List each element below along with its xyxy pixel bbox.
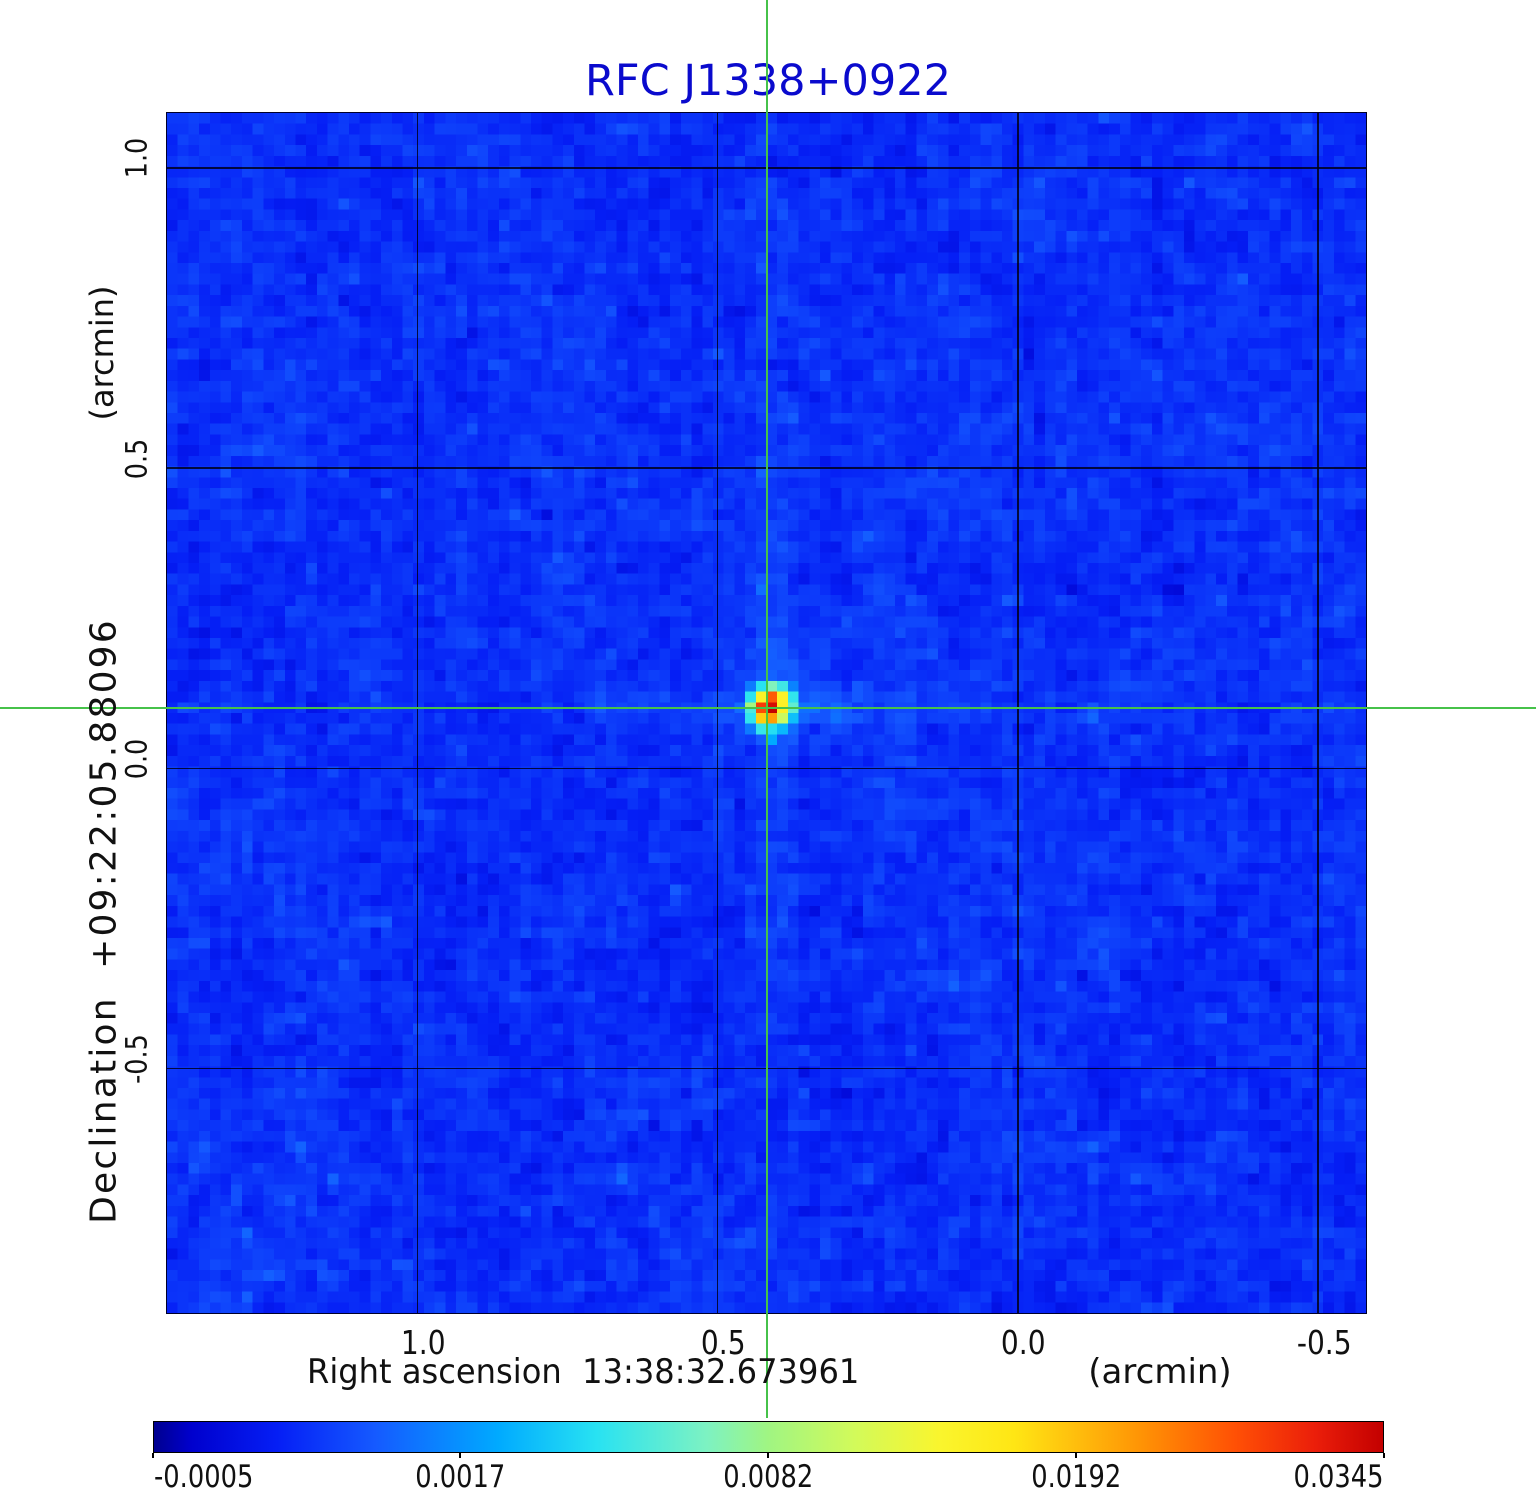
colorbar-tick-label: 0.0017 [415, 1459, 506, 1495]
y-axis-unit-label: (arcmin) [83, 285, 121, 421]
y-tick-label: -0.5 [119, 1034, 153, 1084]
colorbar-tick-label: 0.0082 [723, 1459, 814, 1495]
colorbar [152, 1420, 1384, 1453]
colorbar-tick [1075, 1453, 1077, 1458]
colorbar-tick [1382, 1453, 1385, 1458]
colorbar-tick [459, 1453, 462, 1458]
y-tick-label: 1.0 [119, 138, 153, 179]
x-tick-label: 0.5 [700, 1323, 746, 1362]
gridline-vertical [1017, 113, 1019, 1313]
colorbar-tick-label: 0.0345 [1293, 1459, 1384, 1495]
colorbar-tick [151, 1453, 154, 1458]
y-tick-label: 0.5 [119, 438, 153, 479]
x-tick-label: 1.0 [400, 1323, 446, 1362]
y-axis-title: Declination +09:22:05.88096 [83, 618, 125, 1224]
x-tick-label: -0.5 [1296, 1323, 1352, 1362]
gridline-vertical [416, 113, 419, 1313]
colorbar-tick [767, 1453, 770, 1458]
x-axis-unit-label: (arcmin) [1088, 1352, 1232, 1392]
crosshair-horizontal-line [0, 707, 1536, 709]
colorbar-tick-label: 0.0192 [1030, 1459, 1122, 1495]
x-tick-label: 0.0 [1001, 1323, 1046, 1362]
crosshair-vertical-line [765, 0, 768, 1418]
colorbar-tick-label: -0.0005 [153, 1459, 253, 1495]
chart-title: RFC J1338+0922 [585, 56, 951, 106]
x-axis-title: Right ascension 13:38:32.673961 [307, 1352, 860, 1392]
gridline-vertical [1317, 113, 1319, 1313]
gridline-vertical [716, 113, 719, 1313]
y-tick-label: 0.0 [119, 738, 153, 780]
